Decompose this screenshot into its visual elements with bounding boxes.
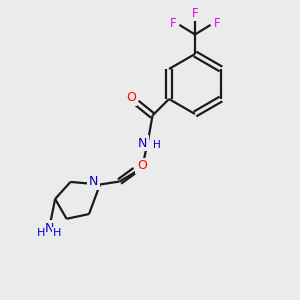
Text: F: F (169, 17, 176, 30)
Text: N: N (138, 137, 147, 150)
Text: H: H (152, 140, 160, 151)
Text: O: O (137, 159, 147, 172)
Text: O: O (126, 91, 136, 104)
Text: F: F (192, 7, 198, 20)
Text: H: H (53, 228, 61, 238)
Text: H: H (37, 228, 45, 238)
Text: F: F (214, 17, 220, 30)
Text: N: N (89, 175, 98, 188)
Text: N: N (44, 222, 54, 235)
